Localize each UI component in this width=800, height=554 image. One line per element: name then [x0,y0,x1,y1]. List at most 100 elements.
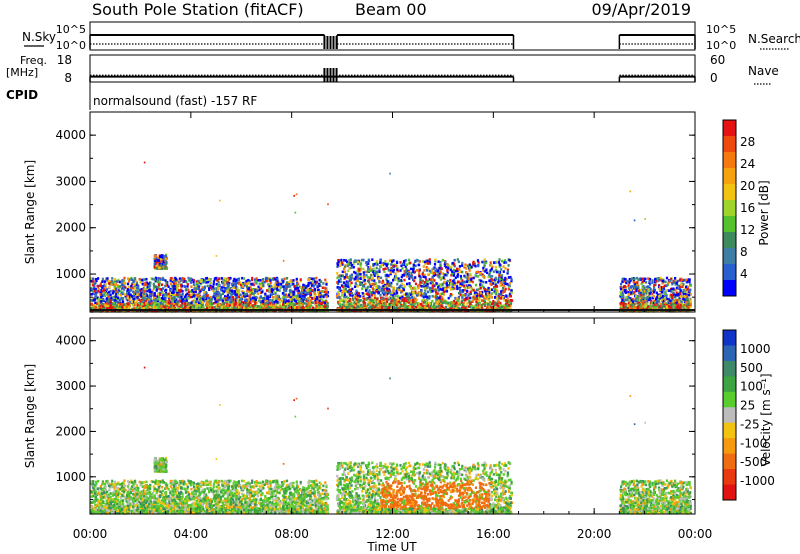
echo-cell [466,273,469,276]
echo-cell [304,293,307,297]
echo-cell [316,285,319,289]
echo-cell [187,290,190,294]
echo-cell [468,293,471,296]
echo-cell [301,293,304,296]
echo-cell [309,288,312,292]
echo-cell [283,277,286,281]
echo-cell [233,309,236,313]
echo-cell [226,300,229,304]
echo-cell [195,282,198,286]
echo-cell [188,304,192,307]
echo-cell [487,303,490,306]
echo-cell [120,299,123,303]
echo-cell [189,281,192,284]
echo-cell [504,282,507,285]
echo-cell [420,289,423,293]
echo-cell [381,291,384,295]
echo-cell [406,282,409,286]
echo-cell [192,290,195,294]
echo-cell [199,280,202,283]
echo-cell [146,303,150,306]
echo-cell [164,257,167,261]
echo-cell [297,300,301,304]
echo-cell [105,304,108,308]
echo-cell [193,301,196,304]
echo-cell [209,301,213,304]
echo-cell [298,310,301,313]
echo-cell [205,299,208,303]
echo-cell [219,297,222,301]
echo-cell [136,293,139,296]
echo-cell [128,278,131,281]
echo-cell [492,300,495,303]
echo-cell [223,277,226,280]
echo-cell [112,280,115,284]
echo-cell [474,283,478,287]
echo-cell [251,299,254,303]
echo-cell [288,306,291,309]
echo-cell [104,282,107,286]
echo-cell [134,302,137,305]
echo-cell [312,306,315,310]
echo-cell [282,280,285,283]
echo-cell [253,304,256,307]
echo-cell [254,301,257,304]
echo-cell [113,285,116,288]
echo-cell [371,287,374,290]
echo-cell [305,302,308,306]
echo-cell [214,300,217,304]
echo-cell [102,305,105,308]
echo-cell [222,297,225,300]
echo-cell [135,281,139,285]
freq-panel-frame [89,54,696,83]
echo-cell [220,277,223,280]
echo-cell [113,303,116,306]
echo-cell [136,286,139,290]
echo-cell [282,303,285,306]
echo-cell [428,258,431,261]
echo-cell [506,282,509,286]
echo-cell [311,284,314,287]
echo-cell [269,295,272,299]
echo-cell [293,295,296,299]
freq-tick-top: 18 [57,53,72,67]
echo-cell [150,303,153,306]
echo-cell [269,279,272,282]
echo-cell [165,302,168,306]
echo-cell [153,294,156,297]
echo-cell [311,280,314,284]
echo-cell [253,294,256,298]
echo-cell [238,300,241,303]
echo-cell [456,285,459,288]
echo-cell [319,295,322,298]
echo-cell [326,305,329,308]
echo-cell [302,293,305,296]
nsearch-tick-top: 10^5 [706,23,736,36]
echo-cell [91,307,94,310]
echo-cell [319,284,322,287]
echo-cell [320,302,323,306]
echo-cell [173,297,177,300]
echo-cell [138,298,141,302]
echo-cell [151,289,155,292]
echo-cell [279,283,282,286]
echo-cell [182,280,185,283]
echo-cell [306,299,309,302]
echo-cell [234,282,237,285]
echo-cell [217,280,220,284]
echo-cell [246,294,249,298]
echo-cell [93,287,96,290]
echo-cell [183,306,187,309]
echo-cell [209,295,212,299]
echo-cell [171,297,174,300]
echo-cell [172,302,176,306]
echo-cell [292,306,295,310]
echo-cell [127,277,130,280]
echo-cell [439,260,442,264]
echo-cell [280,305,283,308]
echo-cell [136,304,139,307]
echo-cell [108,310,112,313]
echo-cell [186,283,189,286]
echo-cell [243,294,246,298]
echo-cell [188,278,191,282]
